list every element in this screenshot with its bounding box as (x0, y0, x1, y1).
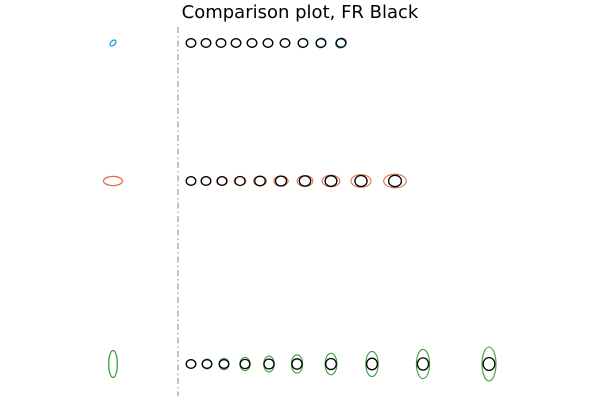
reference-ellipse (239, 358, 251, 370)
reference-ellipse (185, 359, 197, 369)
reference-ellipse (279, 38, 291, 48)
model-ellipse (109, 39, 117, 47)
reference-ellipse (218, 359, 230, 369)
model-ellipse (108, 349, 118, 379)
comparison-ellipse (481, 346, 497, 382)
reference-ellipse (365, 357, 379, 371)
comparison-ellipse (290, 354, 304, 374)
comparison-ellipse (383, 173, 407, 189)
reference-ellipse (216, 176, 228, 186)
reference-ellipse (324, 175, 338, 187)
comparison-ellipse (324, 352, 338, 376)
reference-ellipse (201, 359, 213, 369)
reference-ellipse (387, 174, 403, 188)
reference-ellipse (246, 38, 258, 48)
reference-ellipse (416, 357, 430, 371)
reference-ellipse (325, 357, 337, 371)
reference-ellipse (335, 38, 347, 48)
reference-ellipse (185, 176, 197, 186)
reference-ellipse (200, 176, 212, 186)
reference-ellipse (234, 175, 246, 187)
model-ellipse (102, 175, 124, 187)
reference-ellipse (215, 38, 227, 48)
reference-ellipse (200, 38, 212, 48)
reference-ellipse (291, 358, 303, 370)
comparison-ellipse (365, 350, 379, 378)
reference-ellipse (254, 175, 266, 187)
reference-ellipse (263, 358, 275, 370)
reference-ellipse (482, 356, 496, 372)
reference-ellipse (185, 38, 197, 48)
reference-ellipse (298, 175, 312, 187)
reference-ellipse (297, 38, 309, 48)
comparison-ellipse (350, 174, 372, 188)
reference-ellipse (274, 175, 288, 187)
reference-ellipse (315, 38, 327, 48)
plot-title: Comparison plot, FR Black (181, 2, 419, 23)
reference-ellipse (262, 38, 274, 48)
reference-ellipse (354, 174, 368, 188)
comparison-ellipse (415, 348, 431, 380)
reference-ellipse (230, 38, 242, 48)
